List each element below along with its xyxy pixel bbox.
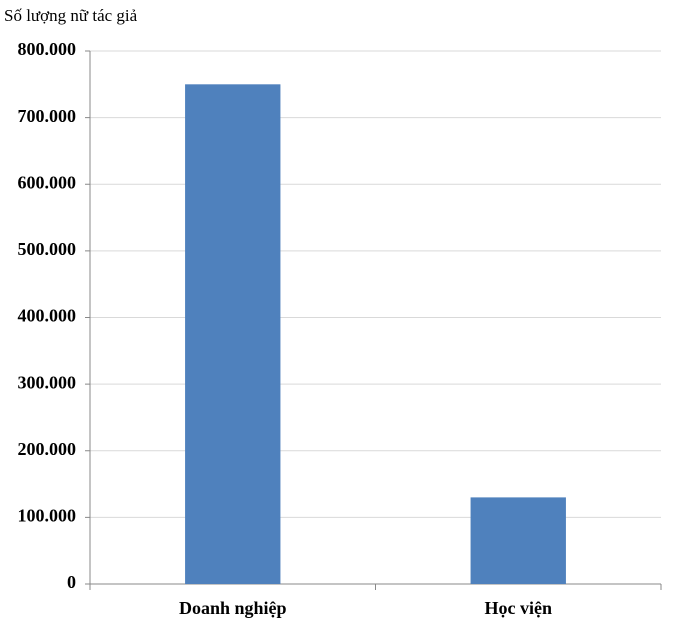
- y-tick-label: 100.000: [18, 506, 77, 526]
- x-tick-label: Học viện: [485, 598, 553, 618]
- y-tick-label: 500.000: [18, 239, 77, 259]
- bar: [185, 84, 281, 584]
- y-tick-label: 700.000: [18, 106, 77, 126]
- y-axis-label: Số lượng nữ tác giả: [4, 6, 138, 25]
- y-tick-label: 600.000: [18, 172, 77, 192]
- y-tick-label: 300.000: [18, 372, 77, 392]
- x-tick-label: Doanh nghiệp: [179, 598, 287, 618]
- y-tick-label: 0: [67, 572, 76, 592]
- y-tick-label: 400.000: [18, 306, 77, 326]
- bar: [470, 497, 566, 584]
- y-tick-label: 800.000: [18, 39, 77, 59]
- y-tick-label: 200.000: [18, 439, 77, 459]
